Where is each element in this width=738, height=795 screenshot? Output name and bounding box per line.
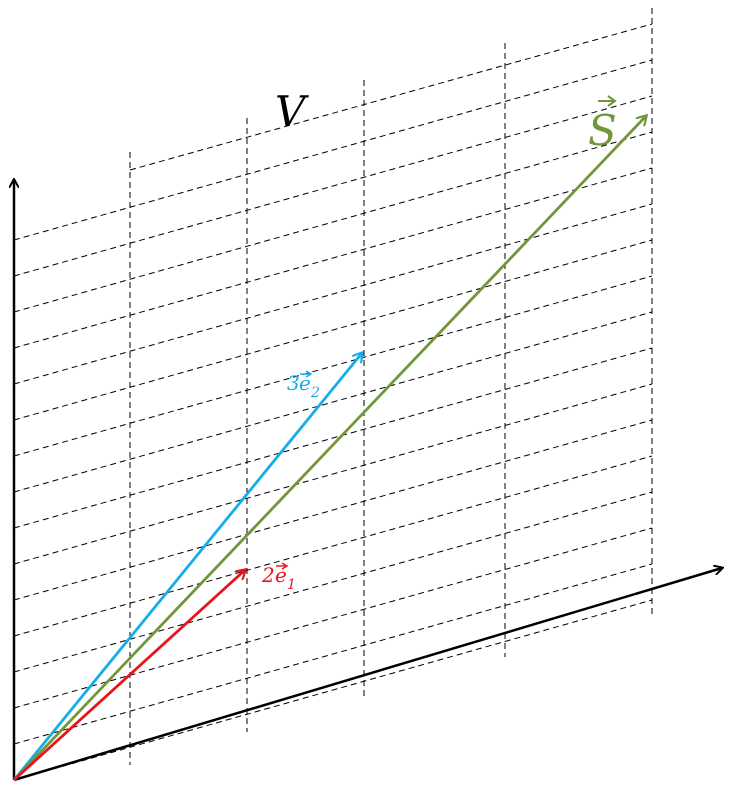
grid-line — [13, 455, 653, 637]
space-label: V — [275, 87, 309, 136]
vector-3e2-overarrow-head — [305, 370, 313, 378]
grid-line — [13, 275, 653, 457]
grid-line — [13, 59, 653, 241]
grid-line — [13, 419, 653, 601]
grid-slanted-lines — [13, 23, 653, 781]
vector-S-arrow — [12, 116, 646, 781]
grid-line — [13, 527, 653, 709]
grid-line — [13, 347, 653, 529]
vector-S-label-text: S — [588, 106, 617, 155]
vector-3e2-label: 3 e 2 — [287, 370, 320, 401]
horizontal-axis — [13, 568, 722, 782]
vector-S-overarrow-head — [607, 95, 617, 107]
grid-vertical-lines — [129, 8, 653, 765]
vector-2e1-subscript: 1 — [287, 577, 296, 593]
grid-line — [13, 599, 653, 781]
grid-line — [13, 203, 653, 385]
grid-line — [13, 383, 653, 565]
vector-3e2-arrow — [12, 353, 362, 781]
vector-3e2-subscript: 2 — [310, 385, 320, 401]
vector-2e1-overarrow-head — [281, 562, 289, 570]
grid-line — [13, 563, 653, 745]
vector-2e1-label: 2 e 1 — [261, 562, 296, 593]
vector-3e2-symbol: e — [299, 371, 311, 395]
grid-line — [13, 491, 653, 673]
grid-line — [13, 131, 653, 313]
grid-line — [13, 239, 653, 421]
grid-line — [13, 311, 653, 493]
vector-2e1-arrow — [13, 570, 245, 782]
grid-line — [13, 167, 653, 349]
vector-2e1-coef: 2 — [261, 563, 275, 587]
vector-2e1-symbol: e — [275, 563, 287, 587]
vector-S-label: S — [588, 95, 617, 155]
grid-line — [13, 95, 653, 277]
vector-3e2-coef: 3 — [287, 371, 300, 395]
grid-line — [129, 23, 653, 171]
